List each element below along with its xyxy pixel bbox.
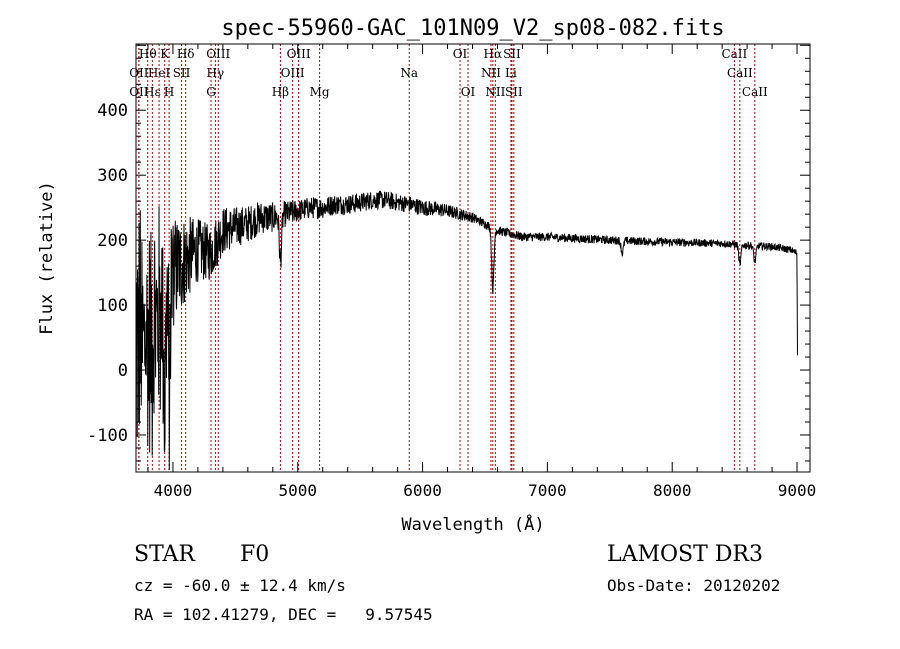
y-tick-label: 300 — [97, 166, 128, 186]
x-tick-label: 7000 — [528, 481, 567, 500]
object-subclass: F0 — [240, 542, 269, 567]
axis-ticks: 4000 5000 6000 7000 8000 9000 -100 0 100 200 300 40… — [87, 44, 816, 500]
line-marker-label: CaII — [721, 47, 747, 61]
line-marker-label: OII — [129, 66, 149, 80]
line-marker-label: G — [206, 85, 216, 99]
plot-frame — [135, 43, 811, 473]
line-marker-label: Li — [505, 66, 517, 80]
line-marker-label: OIII — [287, 47, 311, 61]
line-marker-label: Hε — [144, 85, 161, 99]
y-tick-label: 100 — [97, 296, 128, 316]
line-marker-label: Hδ — [177, 47, 195, 61]
redshift-info: cz = -60.0 ± 12.4 km/s — [134, 576, 346, 595]
line-marker-label: HeI — [148, 66, 171, 80]
line-marker-label: OI — [461, 85, 476, 99]
line-marker-label: Na — [400, 66, 418, 80]
x-tick-label: 9000 — [778, 481, 817, 500]
line-marker-label: OIII — [281, 66, 305, 80]
line-marker-label: SII — [503, 47, 521, 61]
line-marker-label: SII — [173, 66, 191, 80]
line-marker-label: Hβ — [272, 85, 289, 99]
line-markers — [138, 44, 756, 472]
line-marker-label: Hα — [484, 47, 503, 61]
obs-date: Obs-Date: 20120202 — [607, 576, 780, 595]
spectrum-line — [135, 190, 798, 471]
y-tick-label: -100 — [87, 426, 128, 446]
line-marker-label: Mg — [310, 85, 330, 99]
x-tick-label: 4000 — [154, 481, 193, 500]
line-marker-label: OIII — [206, 47, 230, 61]
x-tick-label: 6000 — [403, 481, 442, 500]
line-marker-label: H — [164, 85, 174, 99]
coordinates-info: RA = 102.41279, DEC = 9.57545 — [134, 605, 433, 624]
y-tick-label: 400 — [97, 101, 128, 121]
y-axis-label: Flux (relative) — [37, 181, 57, 335]
line-marker-label: CaII — [727, 66, 753, 80]
line-marker-label: OII — [129, 85, 149, 99]
y-tick-label: 0 — [118, 361, 128, 381]
line-marker-label: NII — [481, 66, 501, 80]
x-tick-label: 5000 — [278, 481, 317, 500]
x-axis-label: Wavelength (Å) — [401, 513, 544, 535]
line-marker-label: SII — [505, 85, 523, 99]
y-tick-label: 200 — [97, 231, 128, 251]
survey-name: LAMOST DR3 — [607, 542, 763, 567]
line-marker-label: Hθ — [139, 47, 157, 61]
chart-title: spec-55960-GAC_101N09_V2_sp08-082.fits — [221, 16, 724, 41]
line-marker-label: Hγ — [207, 66, 225, 80]
line-marker-label: OI — [453, 47, 468, 61]
x-tick-label: 8000 — [653, 481, 692, 500]
spectrum-series — [135, 190, 798, 471]
line-marker-label: NII — [485, 85, 505, 99]
line-marker-label: K — [160, 47, 170, 61]
object-class: STAR — [134, 542, 196, 567]
line-marker-label: CaII — [742, 85, 768, 99]
